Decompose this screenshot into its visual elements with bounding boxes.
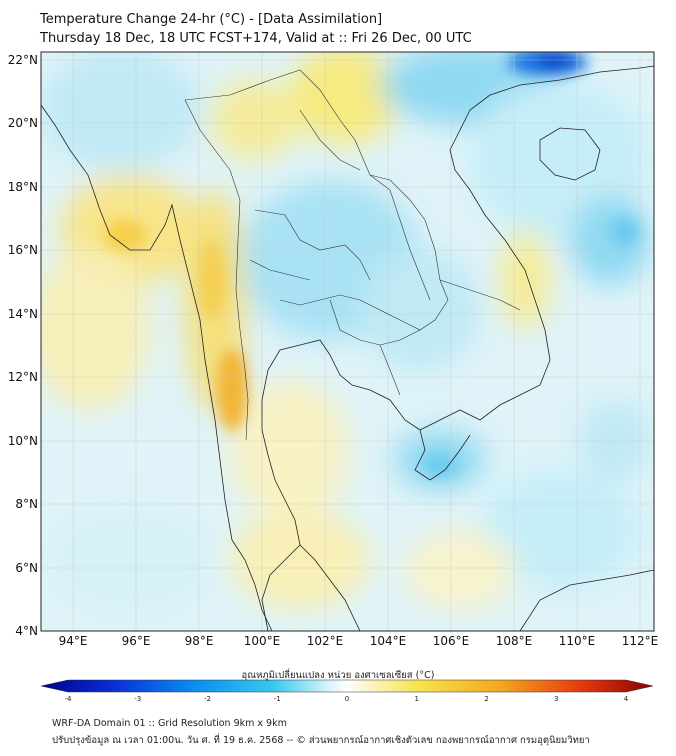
colorbar-tick: -1 (274, 695, 281, 703)
borders (184, 69, 521, 441)
lon-label: 102°E (307, 634, 344, 648)
colorbar-title: อุณหภูมิเปลี่ยนแปลง หน่วย องศาเซลเซียส (… (241, 670, 435, 681)
colorbar: -4 -3 -2 -1 0 1 2 3 4 (40, 679, 654, 703)
lon-axis: 94°E 96°E 98°E 100°E 102°E 104°E 106°E 1… (59, 634, 659, 648)
colorbar-tick: -3 (134, 695, 141, 703)
lat-label: 8°N (15, 497, 38, 511)
lon-label: 96°E (122, 634, 151, 648)
lon-label: 98°E (185, 634, 214, 648)
lon-label: 112°E (622, 634, 659, 648)
lat-label: 20°N (8, 116, 38, 130)
colorbar-tick: 0 (345, 695, 349, 703)
lon-label: 100°E (244, 634, 281, 648)
gridlines (41, 52, 654, 631)
colorbar-tick: -4 (65, 695, 73, 703)
colorbar-ticks: -4 -3 -2 -1 0 1 2 3 4 (65, 695, 629, 703)
chart-title: Temperature Change 24-hr (°C) - [Data As… (40, 12, 383, 27)
lat-label: 4°N (15, 624, 38, 638)
lon-label: 104°E (370, 634, 407, 648)
footer-domain-info: WRF-DA Domain 01 :: Grid Resolution 9km … (52, 718, 287, 729)
lon-label: 94°E (59, 634, 88, 648)
colorbar-tick: 1 (415, 695, 419, 703)
lon-label: 106°E (433, 634, 470, 648)
colorbar-bar (40, 679, 654, 693)
colorbar-tick: 3 (554, 695, 558, 703)
colorbar-tick: 4 (624, 695, 629, 703)
colorbar-tick: -2 (204, 695, 211, 703)
lat-axis: 22°N 20°N 18°N 16°N 14°N 12°N 10°N 8°N 6… (8, 53, 38, 638)
temperature-field (41, 52, 654, 631)
lat-label: 14°N (8, 307, 38, 321)
footer-update-info: ปรับปรุงข้อมูล ณ เวลา 01:00น. วัน ศ. ที่… (52, 735, 590, 746)
lat-label: 22°N (8, 53, 38, 67)
lon-label: 110°E (559, 634, 596, 648)
lat-label: 12°N (8, 370, 38, 384)
plot-frame (40, 51, 655, 632)
chart-subtitle: Thursday 18 Dec, 18 UTC FCST+174, Valid … (40, 31, 472, 46)
colorbar-tick: 2 (484, 695, 488, 703)
lon-label: 108°E (496, 634, 533, 648)
coastlines (41, 65, 654, 631)
lat-label: 10°N (8, 434, 38, 448)
lat-label: 16°N (8, 243, 38, 257)
lat-label: 18°N (8, 180, 38, 194)
lat-label: 6°N (15, 561, 38, 575)
